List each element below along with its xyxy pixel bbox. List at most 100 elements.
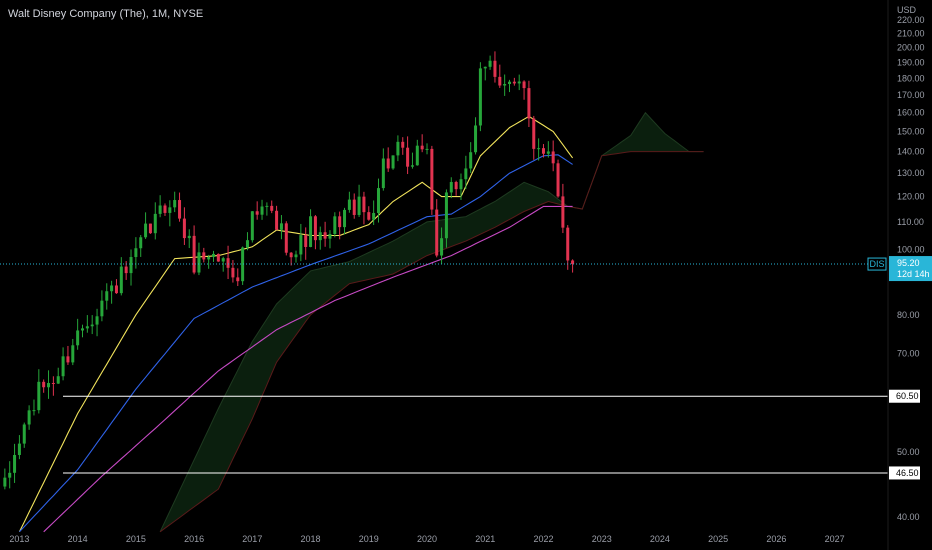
candle-up bbox=[299, 223, 303, 262]
moving-averages bbox=[18, 115, 574, 533]
candle-up bbox=[153, 202, 157, 240]
candlesticks bbox=[3, 51, 575, 490]
year-tick-label: 2019 bbox=[359, 534, 379, 544]
candle-down bbox=[566, 225, 570, 270]
candle-up bbox=[250, 211, 254, 243]
candle-down bbox=[541, 144, 545, 158]
candle-down bbox=[66, 345, 70, 365]
candle-up bbox=[425, 143, 429, 155]
candle-down bbox=[352, 193, 356, 219]
symbol-tag: DIS bbox=[867, 257, 887, 271]
candle-down bbox=[551, 140, 555, 172]
last-price-box bbox=[889, 256, 932, 282]
candle-down bbox=[284, 221, 288, 256]
candle-down bbox=[51, 376, 55, 396]
year-tick-label: 2025 bbox=[708, 534, 728, 544]
price-tick-label: 40.00 bbox=[897, 512, 920, 522]
price-tick-label: 150.00 bbox=[897, 127, 925, 137]
candle-up bbox=[318, 226, 322, 250]
year-tick-label: 2013 bbox=[9, 534, 29, 544]
candle-down bbox=[420, 134, 424, 153]
candle-up bbox=[469, 142, 473, 174]
candle-up bbox=[32, 399, 36, 416]
candle-down bbox=[42, 379, 46, 393]
candle-up bbox=[76, 318, 80, 350]
candle-down bbox=[236, 268, 240, 287]
year-tick-label: 2027 bbox=[825, 534, 845, 544]
candle-down bbox=[532, 115, 536, 160]
candle-up bbox=[61, 347, 65, 381]
candle-up bbox=[396, 135, 400, 162]
candle-up bbox=[483, 66, 487, 81]
year-tick-label: 2015 bbox=[126, 534, 146, 544]
candle-down bbox=[522, 80, 526, 100]
candle-up bbox=[56, 367, 60, 384]
candle-up bbox=[391, 155, 395, 170]
candle-down bbox=[527, 80, 531, 128]
candle-down bbox=[114, 279, 118, 294]
candle-down bbox=[255, 201, 259, 220]
candle-up bbox=[279, 215, 283, 240]
candle-up bbox=[134, 237, 138, 269]
candle-down bbox=[454, 180, 458, 196]
price-tick-label: 220.00 bbox=[897, 15, 925, 25]
candle-up bbox=[546, 141, 550, 158]
candle-up bbox=[537, 138, 541, 161]
price-tick-label: 210.00 bbox=[897, 28, 925, 38]
candle-down bbox=[270, 200, 274, 214]
candle-up bbox=[410, 152, 414, 169]
candle-up bbox=[517, 74, 521, 91]
price-tick-label: 50.00 bbox=[897, 447, 920, 457]
currency-label: USD bbox=[897, 5, 917, 15]
candle-down bbox=[430, 145, 434, 215]
candle-down bbox=[512, 77, 516, 86]
candle-down bbox=[435, 199, 439, 258]
chart-title: Walt Disney Company (The), 1M, NYSE bbox=[8, 8, 204, 20]
year-tick-label: 2021 bbox=[475, 534, 495, 544]
candle-up bbox=[260, 199, 264, 220]
candle-down bbox=[323, 221, 327, 247]
candle-down bbox=[289, 252, 293, 266]
symbol-tag-text: DIS bbox=[869, 259, 884, 269]
candle-up bbox=[129, 249, 133, 286]
year-tick-label: 2023 bbox=[592, 534, 612, 544]
candle-down bbox=[304, 227, 308, 260]
candle-up bbox=[13, 443, 17, 483]
candle-up bbox=[245, 232, 249, 251]
candle-down bbox=[338, 211, 342, 240]
ichimoku-cloud bbox=[159, 111, 704, 533]
horizontal-levels[interactable] bbox=[63, 395, 888, 474]
year-tick-label: 2026 bbox=[766, 534, 786, 544]
candle-down bbox=[362, 191, 366, 225]
price-tick-label: 130.00 bbox=[897, 168, 925, 178]
year-tick-label: 2017 bbox=[242, 534, 262, 544]
candle-up bbox=[212, 250, 216, 262]
year-tick-label: 2014 bbox=[68, 534, 88, 544]
price-tick-label: 180.00 bbox=[897, 73, 925, 83]
candle-down bbox=[493, 51, 497, 83]
last-price-label: 95.20 bbox=[897, 258, 920, 268]
candle-up bbox=[265, 202, 269, 216]
candle-up bbox=[105, 283, 109, 310]
candle-up bbox=[376, 178, 380, 223]
candle-down bbox=[178, 192, 182, 222]
candle-up bbox=[187, 229, 191, 249]
candle-up bbox=[508, 79, 512, 93]
price-tick-label: 140.00 bbox=[897, 147, 925, 157]
candle-down bbox=[406, 136, 410, 175]
cloud-area bbox=[160, 112, 704, 532]
candle-up bbox=[503, 74, 507, 96]
candle-up bbox=[80, 324, 84, 338]
year-tick-label: 2022 bbox=[533, 534, 553, 544]
candle-down bbox=[182, 207, 186, 245]
year-tick-label: 2018 bbox=[301, 534, 321, 544]
candle-down bbox=[401, 137, 405, 155]
candle-up bbox=[372, 200, 376, 226]
support-level-label: 60.50 bbox=[896, 391, 919, 401]
year-tick-label: 2020 bbox=[417, 534, 437, 544]
candle-down bbox=[216, 253, 220, 262]
